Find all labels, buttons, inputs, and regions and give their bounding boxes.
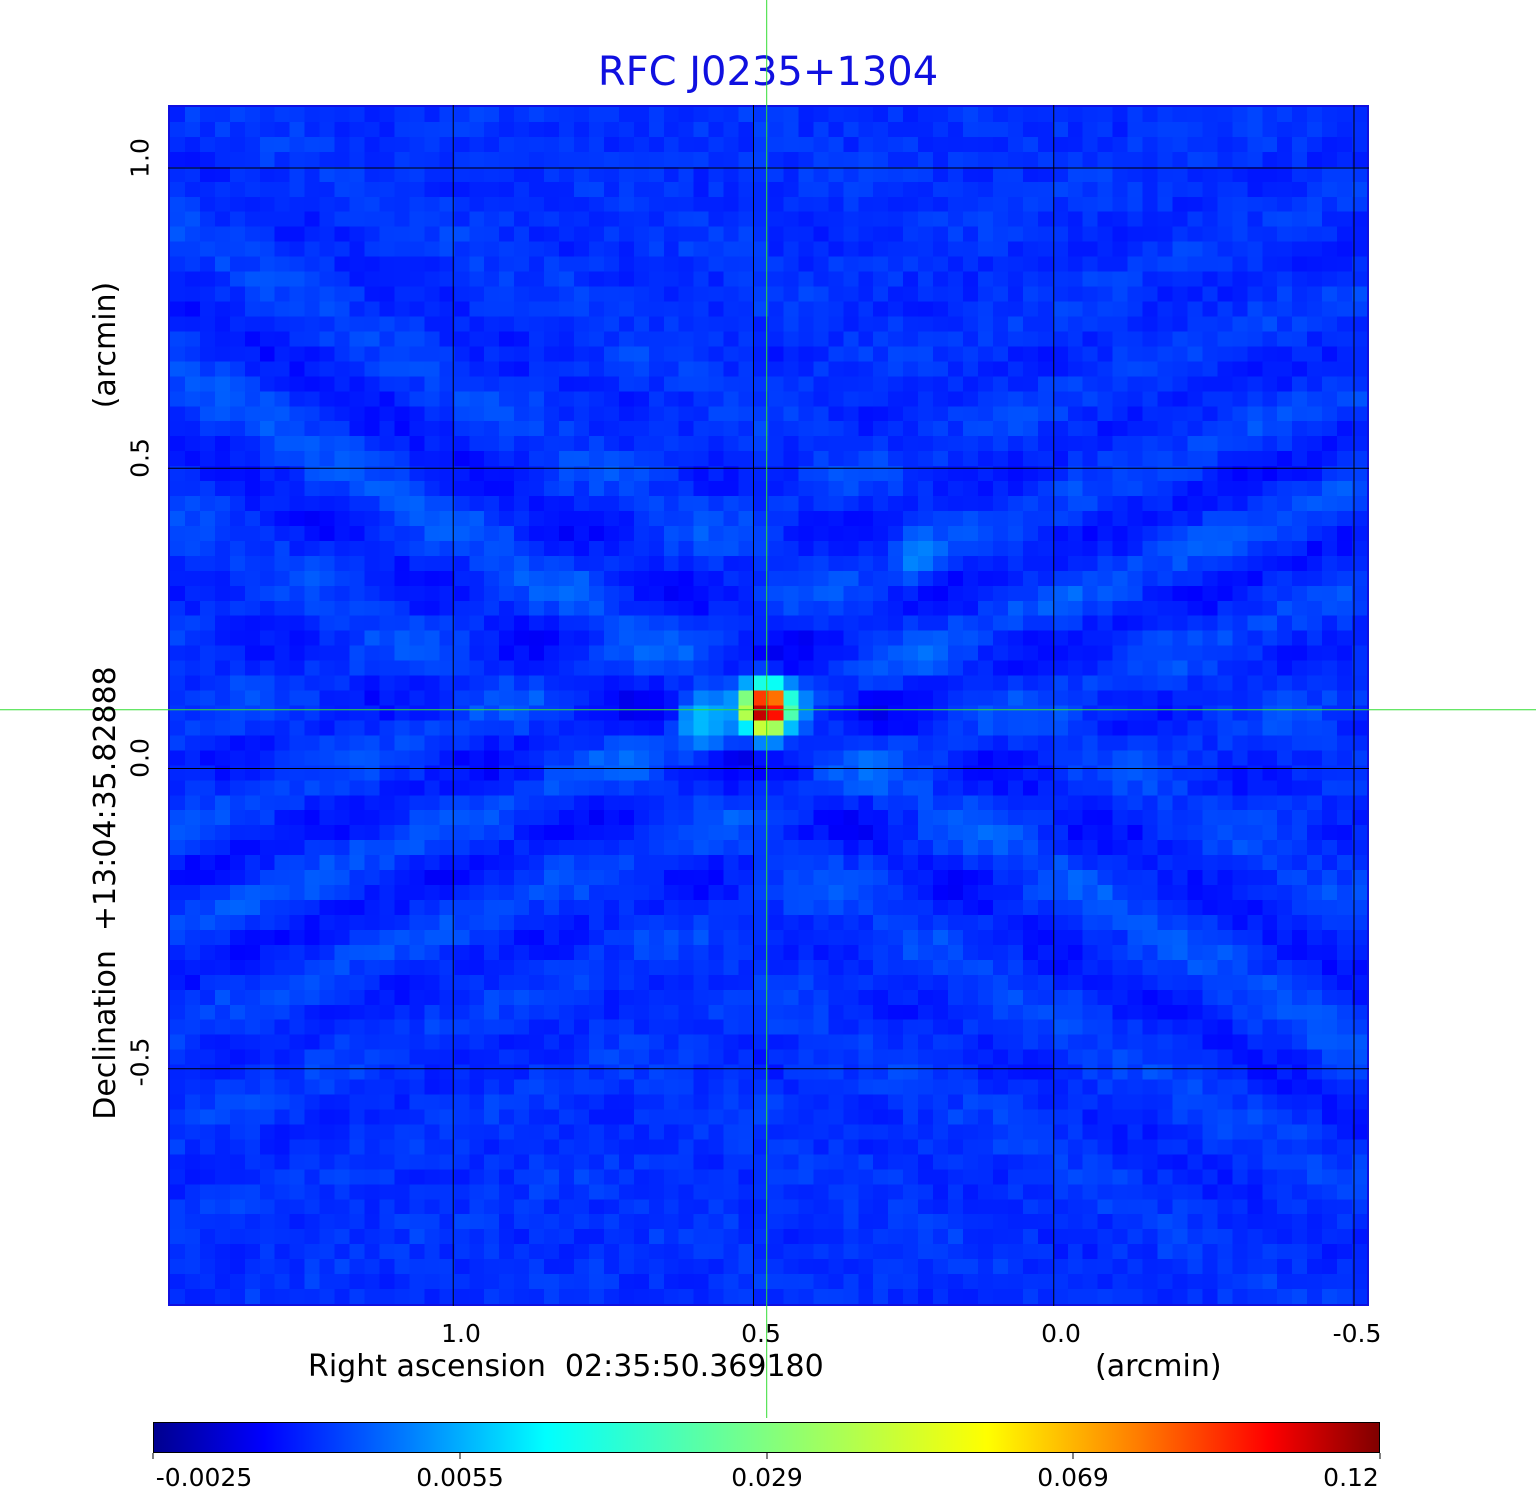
chart-title: RFC J0235+1304	[597, 49, 939, 95]
intensity-map	[170, 107, 1367, 1304]
colorbar-tick-label: -0.0025	[155, 1463, 253, 1492]
colorbar-tick-label: 0.029	[731, 1463, 803, 1492]
x-tick-label: -0.5	[1332, 1319, 1382, 1348]
y-axis-unit: (arcmin)	[88, 281, 123, 409]
image-plot-area[interactable]	[168, 105, 1369, 1306]
y-tick-label: -0.5	[125, 1037, 155, 1087]
colorbar-tick-label: 0.069	[1037, 1463, 1109, 1492]
colorbar-tick-label: 0.12	[1323, 1463, 1379, 1492]
y-axis-label: Declination +13:04:35.82888	[88, 666, 123, 1120]
x-tick-label: 0.0	[1041, 1319, 1081, 1348]
y-tick-label: 0.5	[125, 438, 155, 478]
x-tick-label: 1.0	[441, 1319, 481, 1348]
colorbar-tick-label: 0.0055	[416, 1463, 504, 1492]
y-tick-label: 0.0	[125, 738, 155, 778]
colorbar	[153, 1422, 1380, 1453]
y-tick-label: 1.0	[125, 138, 155, 178]
x-tick-label: 0.5	[741, 1319, 781, 1348]
x-axis-unit: (arcmin)	[1095, 1349, 1222, 1384]
x-axis-label: Right ascension 02:35:50.369180	[308, 1349, 824, 1384]
